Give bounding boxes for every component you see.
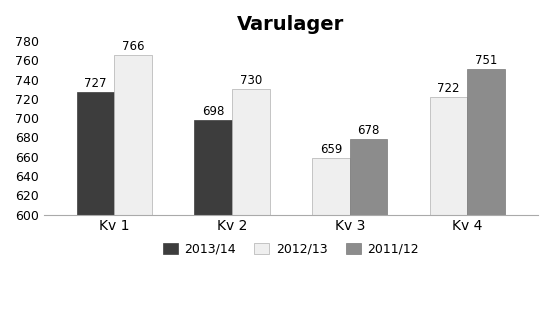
Bar: [195, 120, 232, 215]
Bar: [467, 69, 505, 215]
Title: Varulager: Varulager: [237, 15, 345, 34]
Text: 698: 698: [202, 105, 225, 118]
Bar: [349, 140, 388, 215]
Bar: [430, 97, 467, 215]
Text: 722: 722: [437, 82, 460, 95]
Bar: [312, 158, 349, 215]
Text: 678: 678: [357, 124, 380, 137]
Bar: [77, 92, 114, 215]
Text: 659: 659: [320, 143, 342, 156]
Text: 730: 730: [240, 74, 262, 87]
Text: 751: 751: [475, 54, 497, 67]
Text: 766: 766: [122, 40, 144, 53]
Text: 727: 727: [85, 77, 107, 90]
Bar: [114, 54, 152, 215]
Legend: 2013/14, 2012/13, 2011/12: 2013/14, 2012/13, 2011/12: [158, 238, 424, 261]
Bar: [232, 89, 270, 215]
